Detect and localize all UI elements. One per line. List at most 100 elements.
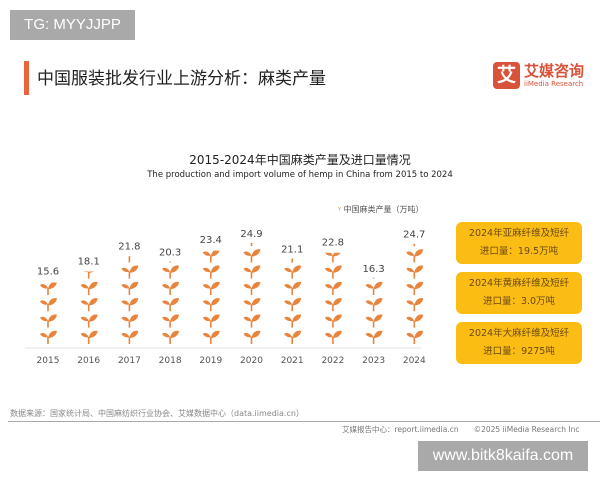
- seedling-icon: [202, 250, 220, 263]
- seedling-icon: ᵞ: [338, 205, 341, 214]
- seedling-icon: [291, 258, 293, 263]
- seedling-icon: [284, 314, 302, 328]
- callout-line: 进口量：19.5万吨: [479, 246, 559, 257]
- bar-2015: 15.6: [37, 267, 59, 344]
- data-label: 15.6: [37, 267, 59, 278]
- seedling-icon: [365, 281, 383, 296]
- data-label: 24.7: [403, 230, 425, 241]
- seedling-icon: [80, 314, 98, 328]
- data-source: 数据来源：国家统计局、中国麻纺织行业协会、艾媒数据中心（data.iimedia…: [10, 409, 304, 418]
- data-label: 18.1: [78, 257, 100, 268]
- bar-2020: 24.9: [240, 229, 263, 344]
- seedling-icon: [162, 330, 180, 344]
- x-tick-label: 2016: [77, 356, 100, 366]
- seedling-icon: [121, 314, 139, 328]
- logo-mark: 艾: [493, 62, 520, 89]
- seedling-icon: [406, 298, 424, 312]
- bar-2024: 24.7: [403, 230, 425, 344]
- watermark-top: TG: MYYJJPP: [10, 10, 135, 40]
- x-tick-label: 2023: [362, 356, 385, 366]
- pictogram-chart: 15.6 2015 18.1 2016 21.8 2017 20.3 2018 23.4 2019…: [25, 229, 426, 366]
- callout-jute: 2024年黄麻纤维及短纤 进口量：3.0万吨: [456, 272, 582, 314]
- x-tick-label: 2018: [159, 356, 182, 366]
- seedling-icon: [121, 265, 139, 279]
- seedling-icon: [250, 243, 253, 247]
- data-label: 21.8: [118, 241, 140, 252]
- seedling-icon: [243, 330, 261, 344]
- seedling-icon: [324, 330, 342, 344]
- seedling-icon: [202, 330, 220, 344]
- logo-en: iiMedia Research: [524, 80, 584, 88]
- page-title: 中国服装批发行业上游分析：麻类产量: [37, 69, 326, 89]
- callout-line: 进口量：9275吨: [483, 346, 555, 357]
- seedling-icon: [83, 271, 94, 279]
- seedling-icon: [243, 265, 261, 279]
- seedling-icon: [406, 330, 424, 344]
- seedling-icon: [80, 330, 98, 344]
- seedling-icon: [284, 298, 302, 312]
- seedling-icon: [365, 298, 383, 312]
- seedling-icon: [284, 330, 302, 344]
- x-tick-label: 2021: [281, 356, 304, 366]
- seedling-icon: [40, 298, 57, 312]
- chart-title: 2015-2024年中国麻类产量及进口量情况: [189, 153, 411, 167]
- seedling-icon: [121, 281, 139, 296]
- seedling-icon: [202, 298, 220, 312]
- data-label: 23.4: [200, 235, 222, 246]
- bar-2018: 20.3: [159, 248, 181, 344]
- seedling-icon: [128, 256, 132, 263]
- seedling-icon: [80, 281, 98, 296]
- data-label: 24.9: [240, 229, 262, 240]
- data-label: 22.8: [322, 237, 344, 248]
- bar-2023: 16.3: [362, 264, 385, 344]
- seedling-icon: [80, 298, 98, 312]
- seedling-icon: [40, 330, 57, 344]
- bar-2017: 21.8: [118, 241, 141, 344]
- seedling-icon: [406, 281, 424, 296]
- seedling-icon: [365, 314, 383, 328]
- bar-2022: 22.8: [322, 237, 344, 344]
- data-label: 16.3: [362, 264, 384, 275]
- seedling-icon: [284, 265, 302, 279]
- x-tick-label: 2022: [321, 356, 344, 366]
- data-label: 20.3: [159, 248, 181, 259]
- seedling-icon: [162, 265, 180, 279]
- iimedia-logo: 艾 艾媒咨询 iiMedia Research: [493, 62, 593, 92]
- x-tick-label: 2024: [403, 356, 426, 366]
- seedling-icon: [324, 298, 342, 312]
- callout-line: 2024年黄麻纤维及短纤: [468, 278, 570, 289]
- chart-legend: ᵞ 中国麻类产量（万吨）: [338, 204, 424, 215]
- seedling-icon: [284, 281, 302, 296]
- seedling-icon: [406, 265, 424, 279]
- legend-label: 中国麻类产量（万吨）: [343, 205, 424, 214]
- bar-2016: 18.1: [78, 257, 100, 344]
- x-tick-label: 2015: [37, 356, 60, 366]
- callout-line: 2024年亚麻纤维及短纤: [468, 228, 570, 239]
- callout-line: 进口量：3.0万吨: [482, 296, 556, 307]
- seedling-icon: [243, 314, 261, 328]
- seedling-icon: [324, 265, 342, 279]
- seedling-icon: [324, 314, 342, 328]
- seedling-icon: [162, 281, 180, 296]
- x-tick-label: 2017: [118, 356, 141, 366]
- watermark-bottom: www.bitk8kaifa.com: [418, 441, 588, 471]
- x-tick-label: 2019: [199, 356, 222, 366]
- footer-text: 艾媒报告中心：report.iimedia.cn ©2025 iiMedia R…: [342, 425, 580, 434]
- seedling-icon: [324, 281, 342, 296]
- footer-divider: [8, 421, 600, 422]
- seedling-icon: [413, 243, 416, 247]
- seedling-icon: [202, 314, 220, 328]
- seedling-icon: [162, 298, 180, 312]
- seedling-icon: [243, 249, 261, 263]
- title-accent-bar: [24, 61, 29, 95]
- seedling-icon: [365, 330, 383, 344]
- callout-hemp: 2024年大麻纤维及短纤 进口量：9275吨: [456, 322, 582, 364]
- seedling-icon: [243, 298, 261, 312]
- bar-2021: 21.1: [281, 244, 303, 344]
- chart-subtitle: The production and import volume of hemp…: [147, 170, 453, 180]
- seedling-icon: [121, 330, 139, 344]
- seedling-icon: [406, 314, 424, 328]
- callout-line: 2024年大麻纤维及短纤: [468, 328, 570, 339]
- seedling-icon: [325, 252, 341, 263]
- seedling-icon: [243, 281, 261, 296]
